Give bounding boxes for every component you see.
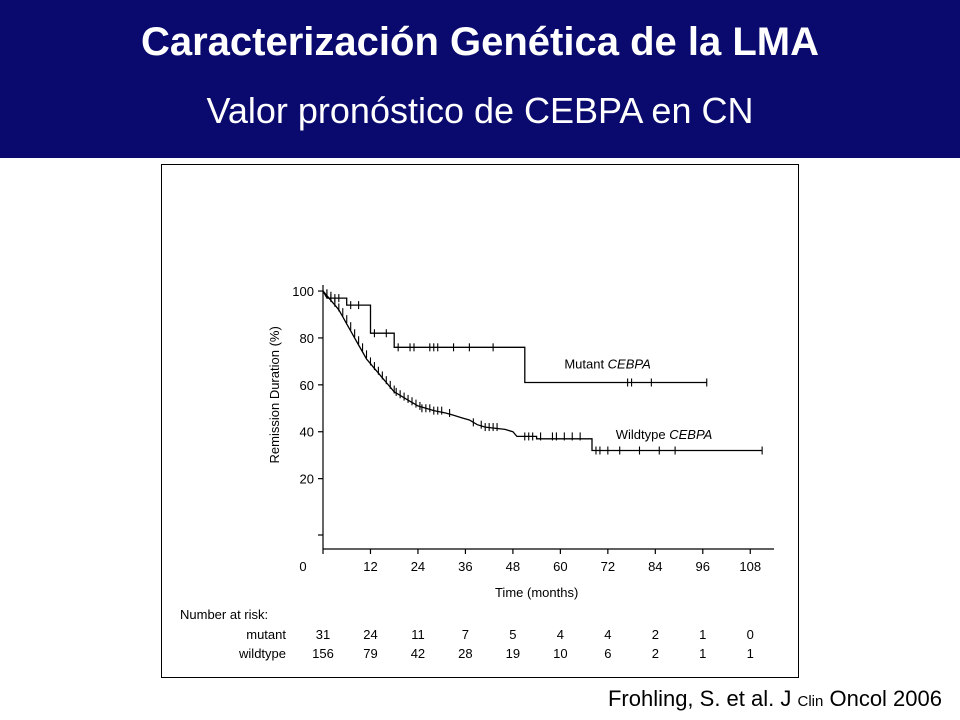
risk-value-wildtype: 28	[458, 646, 472, 661]
y-tick-label: 100	[292, 284, 314, 299]
risk-value-wildtype: 2	[652, 646, 659, 661]
kaplan-meier-figure: 20 40 60 80 100 0 12 24 36 48 60 72 84 96 108 Time (mon…	[161, 164, 799, 678]
risk-value-wildtype: 1	[699, 646, 706, 661]
x-tick-label: 96	[696, 559, 710, 574]
risk-value-wildtype: 79	[363, 646, 377, 661]
citation-authors: Frohling, S. et al. J	[607, 686, 792, 711]
x-tick-label: 60	[553, 559, 567, 574]
series-label-gene: CEBPA	[608, 356, 651, 371]
km-curve-wildtype	[322, 290, 763, 452]
x-tick-label: 72	[601, 559, 615, 574]
y-tick-label: 60	[300, 378, 314, 393]
y-axis-label: Remission Duration (%)	[267, 326, 282, 463]
series-label-prefix: Mutant	[564, 356, 607, 371]
risk-value-mutant: 4	[604, 627, 611, 642]
risk-value-mutant: 0	[747, 627, 754, 642]
x-tick-label: 84	[648, 559, 662, 574]
slide-title: Caracterización Genética de la LMA	[140, 20, 819, 64]
risk-value-wildtype: 10	[553, 646, 567, 661]
risk-value-mutant: 5	[509, 627, 516, 642]
risk-row-label: wildtype	[238, 646, 286, 661]
slide-header: Caracterización Genética de la LMA Valor…	[0, 0, 960, 161]
x-tick-label: 0	[299, 559, 306, 574]
series-label-prefix: Wildtype	[616, 427, 669, 442]
x-tick-label: 12	[363, 559, 377, 574]
risk-value-wildtype: 156	[312, 646, 334, 661]
x-tick-label: 36	[458, 559, 472, 574]
y-tick-label: 80	[300, 331, 314, 346]
risk-value-wildtype: 19	[506, 646, 520, 661]
risk-value-mutant: 4	[557, 627, 564, 642]
risk-value-mutant: 1	[699, 627, 706, 642]
x-tick-label: 108	[739, 559, 761, 574]
series-label-wildtype: Wildtype CEBPA	[616, 427, 713, 442]
citation-journal-year: Oncol 2006	[829, 686, 942, 711]
slide-subtitle: Valor pronóstico de CEBPA en CN	[206, 90, 754, 131]
series-label-gene: CEBPA	[669, 427, 712, 442]
km-curve-mutant	[322, 290, 707, 384]
risk-value-mutant: 2	[652, 627, 659, 642]
x-axis-label: Time (months)	[495, 585, 578, 600]
risk-value-mutant: 24	[363, 627, 377, 642]
y-tick-label: 20	[300, 472, 314, 487]
y-tick-label: 40	[300, 425, 314, 440]
risk-value-wildtype: 6	[604, 646, 611, 661]
risk-value-mutant: 31	[316, 627, 330, 642]
citation-journal-small: Clin	[797, 693, 824, 710]
risk-value-wildtype: 1	[747, 646, 754, 661]
x-tick-label: 48	[506, 559, 520, 574]
number-at-risk-title: Number at risk:	[180, 607, 268, 622]
risk-row-label: mutant	[246, 627, 286, 642]
x-tick-label: 24	[411, 559, 425, 574]
risk-value-wildtype: 42	[411, 646, 425, 661]
risk-value-mutant: 11	[411, 627, 425, 642]
risk-value-mutant: 7	[462, 627, 469, 642]
citation: Frohling, S. et al. J Clin Oncol 2006	[608, 686, 942, 712]
series-label-mutant: Mutant CEBPA	[564, 356, 650, 371]
